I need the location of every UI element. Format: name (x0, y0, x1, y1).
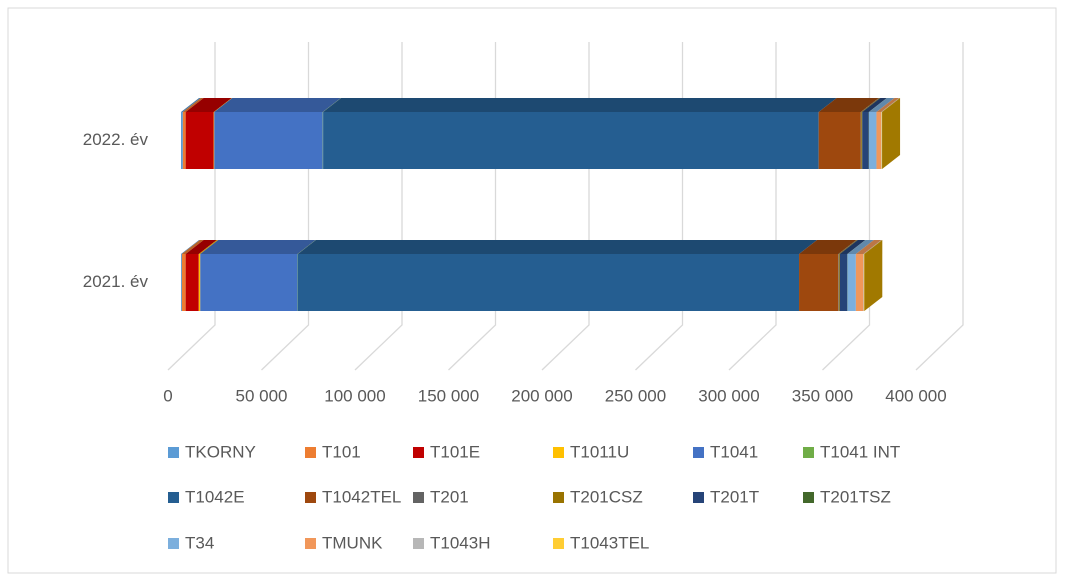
bar-segment (861, 112, 862, 169)
legend-label: T1041 (710, 442, 758, 461)
x-tick-label: 300 000 (698, 386, 759, 405)
bar-segment (186, 112, 214, 169)
legend-swatch (693, 492, 704, 503)
legend-swatch (168, 538, 179, 549)
bar-segment (876, 112, 881, 169)
y-tick-label: 2022. év (83, 130, 149, 149)
bar-segment (214, 112, 322, 169)
legend-swatch (413, 492, 424, 503)
bar-segment-top (323, 98, 837, 112)
legend-label: T101E (430, 442, 480, 461)
bar-segment (181, 112, 183, 169)
legend-label: T1043TEL (570, 533, 649, 552)
legend-swatch (305, 538, 316, 549)
bar-segment (200, 254, 297, 311)
bar-segment (847, 254, 855, 311)
bar-segment (862, 112, 869, 169)
legend-label: T1041 INT (820, 442, 900, 461)
bar-segment-top (200, 240, 315, 254)
legend-label: T1043H (430, 533, 490, 552)
legend-label: T34 (185, 533, 214, 552)
x-tick-label: 200 000 (511, 386, 572, 405)
x-tick-label: 0 (163, 386, 172, 405)
legend-swatch (168, 492, 179, 503)
bar-segment (199, 254, 200, 311)
x-tick-label: 350 000 (792, 386, 853, 405)
legend-swatch (693, 447, 704, 458)
legend-label: T201 (430, 487, 469, 506)
legend-swatch (413, 447, 424, 458)
bar-segment (881, 112, 882, 169)
legend-swatch (803, 492, 814, 503)
bar-segment (186, 254, 199, 311)
bar-segment (869, 112, 876, 169)
bar-segment (298, 254, 799, 311)
x-tick-label: 150 000 (418, 386, 479, 405)
bar-segment (838, 254, 839, 311)
legend-label: T201CSZ (570, 487, 643, 506)
legend-label: T201T (710, 487, 759, 506)
bar-segment (214, 112, 215, 169)
legend-swatch (168, 447, 179, 458)
legend-swatch (553, 447, 564, 458)
x-tick-label: 400 000 (885, 386, 946, 405)
bar-segment (819, 112, 861, 169)
legend-label: T1042E (185, 487, 245, 506)
bar-segment (863, 254, 864, 311)
bar-segment (840, 254, 847, 311)
x-tick-label: 50 000 (236, 386, 288, 405)
legend-swatch (305, 447, 316, 458)
legend-swatch (553, 538, 564, 549)
x-tick-label: 250 000 (605, 386, 666, 405)
legend-swatch (803, 447, 814, 458)
bar-segment (839, 254, 840, 311)
legend-label: TKORNY (185, 442, 256, 461)
bar-segment (182, 254, 186, 311)
legend-swatch (413, 538, 424, 549)
y-tick-label: 2021. év (83, 272, 149, 291)
legend-label: T201TSZ (820, 487, 891, 506)
bar-segment (183, 112, 186, 169)
legend-label: TMUNK (322, 533, 383, 552)
bar-segment (323, 112, 819, 169)
bar-segment (856, 254, 863, 311)
legend-swatch (553, 492, 564, 503)
bar-segment (181, 254, 182, 311)
bar-segment-top (214, 98, 340, 112)
bar-segment-top (298, 240, 817, 254)
legend-label: T1011U (570, 442, 629, 461)
x-tick-label: 100 000 (324, 386, 385, 405)
legend-label: T1042TEL (322, 487, 401, 506)
bar-segment (799, 254, 838, 311)
legend-label: T101 (322, 442, 361, 461)
bar-segment (861, 112, 862, 169)
legend-swatch (305, 492, 316, 503)
